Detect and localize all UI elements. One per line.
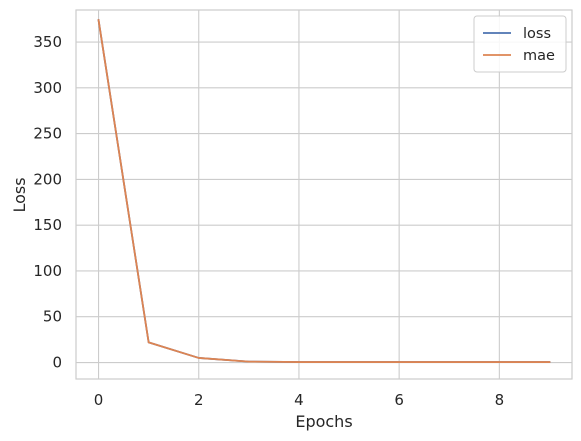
legend-label-mae: mae [523, 48, 555, 64]
x-axis-label: Epochs [295, 412, 352, 431]
y-tick-label: 150 [33, 216, 62, 234]
legend-label-loss: loss [523, 26, 551, 42]
tick-labels: 0 2 4 6 8 0 50 100 150 200 250 300 350 [33, 33, 504, 409]
y-axis-label: Loss [10, 177, 29, 212]
y-tick-label: 200 [33, 170, 62, 188]
y-tick-label: 100 [33, 262, 62, 280]
y-tick-label: 300 [33, 79, 62, 97]
x-tick-label: 4 [294, 391, 304, 409]
y-tick-label: 50 [43, 308, 62, 326]
x-tick-label: 0 [94, 391, 104, 409]
series-line-mae [97, 19, 551, 363]
x-tick-label: 6 [394, 391, 404, 409]
plot-frame [75, 9, 573, 380]
x-tick-label: 8 [495, 391, 505, 409]
x-tick-label: 2 [194, 391, 204, 409]
legend: loss mae [473, 15, 567, 73]
y-tick-label: 0 [52, 354, 62, 372]
series-lines [97, 19, 551, 363]
y-tick-label: 350 [33, 33, 62, 51]
y-tick-label: 250 [33, 125, 62, 143]
grid-lines [76, 10, 572, 379]
legend-box [473, 15, 567, 73]
